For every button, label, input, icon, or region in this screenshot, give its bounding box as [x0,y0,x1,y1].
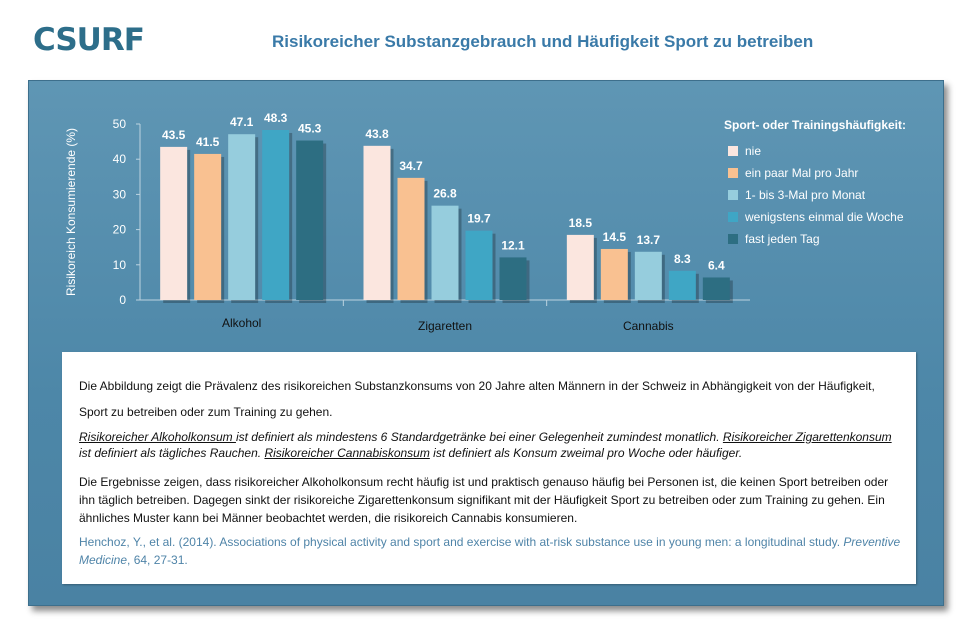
definition-term-alcohol: Risikoreicher Alkoholkonsum [79,430,236,444]
bar [668,270,696,300]
data-label: 6.4 [708,258,725,272]
data-label: 14.5 [603,230,627,244]
legend-item: fast jeden Tag [724,228,906,250]
y-tick-label: 30 [113,187,127,201]
legend-label: nie [745,144,762,158]
y-tick-label: 50 [113,117,127,131]
data-label: 26.8 [433,187,457,201]
bar [465,230,493,300]
reference: Henchoz, Y., et al. (2014). Associations… [79,533,909,569]
definition-text-cigarettes: ist definiert als tägliches Rauchen. [79,446,265,460]
x-category-label: Alkohol [222,316,261,330]
legend-swatch [728,168,738,178]
data-label: 18.5 [569,216,593,230]
bar [160,146,188,300]
legend-label: fast jeden Tag [745,232,820,246]
csurf-logo: CSURF [33,22,145,58]
definitions-paragraph: Risikoreicher Alkoholkonsum ist definier… [79,429,904,461]
bar [363,145,391,300]
data-label: 43.5 [162,128,186,142]
data-label: 47.1 [230,115,254,129]
legend-swatch [728,146,738,156]
legend-label: 1- bis 3-Mal pro Monat [745,188,866,202]
x-category-label: Zigaretten [418,319,472,333]
x-category-label: Cannabis [623,319,674,333]
data-label: 19.7 [467,212,491,226]
page-title: Risikoreicher Substanzgebrauch und Häufi… [272,32,814,51]
bar [566,234,594,300]
legend-item: ein paar Mal pro Jahr [724,162,906,184]
definition-text-alcohol: ist definiert als mindestens 6 Standardg… [235,430,723,444]
data-label: 48.3 [264,111,288,125]
data-label: 13.7 [637,233,661,247]
bar [431,205,459,300]
bar [228,134,256,300]
legend-title: Sport- oder Trainingshäufigkeit: [724,118,907,132]
y-tick-label: 40 [113,152,127,166]
legend-swatch [728,190,738,200]
legend-item: nie [724,140,906,162]
y-tick-label: 10 [113,258,127,272]
reference-tail: , 64, 27-31. [127,553,188,567]
data-label: 34.7 [399,159,423,173]
bar [262,129,290,300]
chart-legend: Sport- oder Trainingshäufigkeit: nie ein … [724,118,906,250]
bar [397,177,425,300]
legend-swatch [728,234,738,244]
bar [702,277,730,300]
reference-journal: Preventive Medicine [79,535,901,567]
data-label: 8.3 [674,252,691,266]
results-paragraph: Die Ergebnisse zeigen, dass risikoreiche… [79,475,889,525]
y-tick-label: 20 [113,223,127,237]
bar [634,251,662,300]
data-label: 43.8 [365,127,389,141]
description-box: Die Abbildung zeigt die Prävalenz des ri… [62,352,916,584]
y-tick-label: 0 [119,293,126,307]
definition-text-cannabis: ist definiert als Konsum zweimal pro Woc… [429,446,743,460]
bar [194,153,222,300]
legend-label: wenigstens einmal die Woche [745,210,904,224]
reference-authors: Henchoz, Y., et al. (2014). Associations… [79,535,844,549]
data-label: 45.3 [298,122,322,136]
legend-label: ein paar Mal pro Jahr [745,166,859,180]
legend-item: 1- bis 3-Mal pro Monat [724,184,906,206]
bar [600,248,628,300]
y-axis-label: Risikoreich Konsumierende (%) [64,128,78,296]
description-paragraph: Die Abbildung zeigt die Prävalenz des ri… [79,379,875,419]
bar [499,257,527,300]
legend-item: wenigstens einmal die Woche [724,206,906,228]
data-label: 12.1 [501,238,525,252]
bar [296,140,324,300]
definition-term-cigarettes: Risikoreicher Zigarettenkonsum [722,430,892,444]
legend-swatch [728,212,738,222]
definition-term-cannabis: Risikoreicher Cannabiskonsum [264,446,430,460]
data-label: 41.5 [196,135,220,149]
